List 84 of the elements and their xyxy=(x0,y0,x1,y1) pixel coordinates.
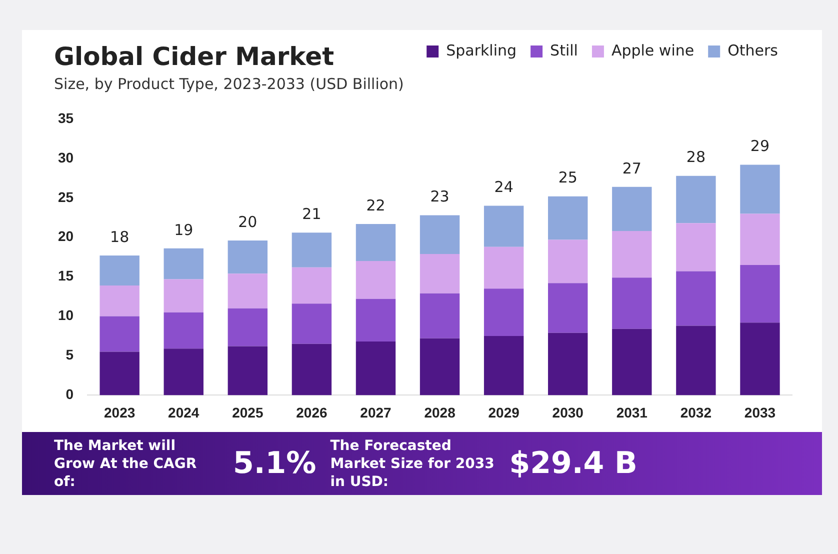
total-label: 18 xyxy=(110,228,130,246)
total-label: 19 xyxy=(174,220,194,239)
bar xyxy=(228,346,268,396)
total-label: 20 xyxy=(238,212,258,231)
bar xyxy=(164,312,204,349)
bar xyxy=(420,293,460,338)
x-tick-label: 2030 xyxy=(552,404,584,420)
y-tick-label: 35 xyxy=(58,110,74,126)
bar xyxy=(676,326,716,396)
bar xyxy=(100,286,140,316)
bar xyxy=(292,267,332,304)
total-label: 25 xyxy=(558,168,578,187)
y-tick-label: 10 xyxy=(58,307,74,324)
text: 5.1% xyxy=(233,446,316,481)
text: The Market will Grow At the CAGR of: xyxy=(54,436,198,490)
x-tick-label: 2033 xyxy=(744,404,776,420)
x-tick-label: 2023 xyxy=(104,404,136,420)
bar xyxy=(228,274,268,308)
bar xyxy=(612,231,652,278)
bar xyxy=(164,279,204,312)
bar xyxy=(676,223,716,272)
x-tick-label: 2025 xyxy=(232,404,264,420)
bar xyxy=(612,186,652,232)
y-tick-label: 20 xyxy=(58,228,74,244)
bar xyxy=(612,278,652,329)
bar xyxy=(484,206,524,247)
x-tick-label: 2026 xyxy=(296,404,328,420)
bar xyxy=(740,264,780,323)
bar xyxy=(420,215,460,254)
y-tick-label: 15 xyxy=(58,268,74,284)
bar xyxy=(484,288,524,336)
chart-subtitle: Size, by Product Type, 2023-2033 (USD Billion) xyxy=(54,75,404,93)
bar xyxy=(676,271,716,326)
bar xyxy=(740,214,780,265)
total-label: 27 xyxy=(622,159,642,178)
bar xyxy=(740,164,780,214)
bar xyxy=(164,348,204,396)
total-label: 23 xyxy=(430,188,450,206)
y-tick-label: 0 xyxy=(66,386,74,402)
legend-label: Still xyxy=(550,41,578,60)
legend-label: Sparkling xyxy=(446,41,517,60)
total-label: 28 xyxy=(686,148,706,166)
bar xyxy=(548,240,588,284)
total-label: 22 xyxy=(366,196,386,214)
x-tick-label: 2027 xyxy=(360,404,392,420)
y-tick-label: 5 xyxy=(66,346,74,363)
bar xyxy=(292,304,332,344)
total-label: 24 xyxy=(494,178,514,196)
text: The Forecasted Market Size for 2033 in USD: xyxy=(330,436,496,490)
bar xyxy=(548,196,588,240)
x-tick-label: 2029 xyxy=(488,404,520,420)
bar xyxy=(548,332,588,396)
bar xyxy=(484,336,524,396)
bar xyxy=(100,352,140,396)
bar xyxy=(228,308,268,346)
x-tick-label: 2024 xyxy=(168,404,200,420)
bar xyxy=(228,240,268,274)
bar xyxy=(676,176,716,224)
text: $29.4 B xyxy=(509,446,638,481)
bar xyxy=(356,298,396,342)
y-tick-label: 25 xyxy=(58,188,74,205)
bar xyxy=(356,224,396,262)
total-label: 29 xyxy=(750,137,770,156)
bar xyxy=(100,256,140,286)
chart-title: Global Cider Market xyxy=(54,42,336,71)
legend-label: Others xyxy=(728,41,778,60)
x-tick-label: 2032 xyxy=(680,404,712,420)
legend-label: Apple wine xyxy=(611,41,694,60)
bar xyxy=(740,322,780,396)
bar xyxy=(164,248,204,280)
bar xyxy=(356,342,396,396)
bar xyxy=(356,261,396,299)
total-label: 21 xyxy=(302,205,322,224)
bar xyxy=(548,283,588,333)
y-tick-label: 30 xyxy=(58,149,74,166)
bar xyxy=(420,338,460,396)
bar xyxy=(420,254,460,294)
bar xyxy=(100,316,140,352)
x-tick-label: 2028 xyxy=(424,404,456,420)
x-tick-label: 2031 xyxy=(616,404,648,420)
bar xyxy=(484,246,524,289)
bar xyxy=(292,344,332,396)
bar xyxy=(292,232,332,268)
bar xyxy=(612,328,652,396)
